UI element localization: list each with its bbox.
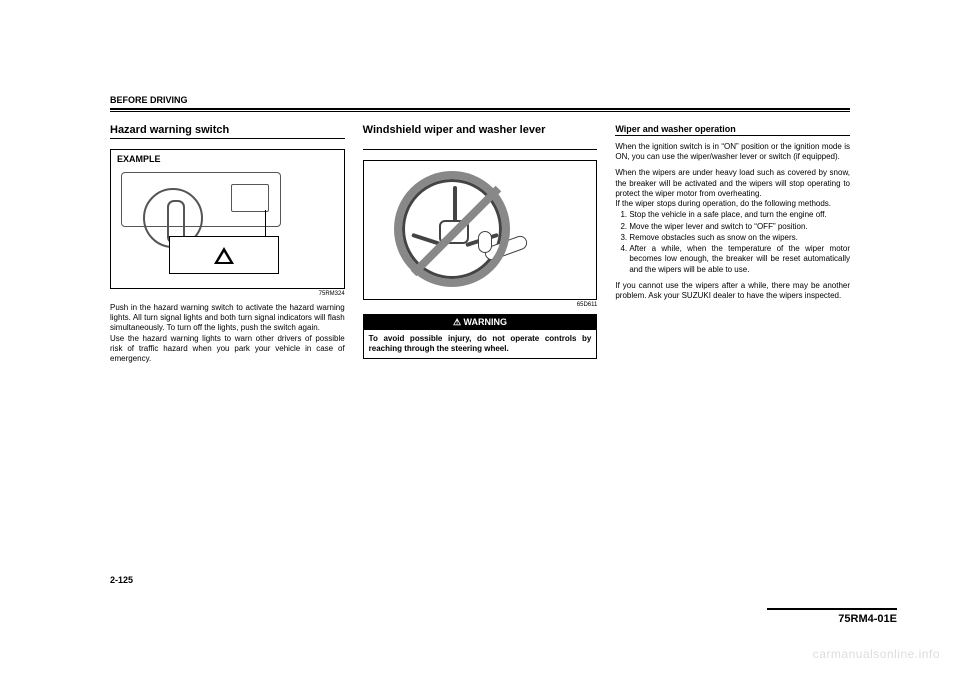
doc-code: 75RM4-01E [767,613,897,625]
hazard-title: Hazard warning switch [110,124,345,139]
wiper-title: Windshield wiper and washer lever [363,124,598,150]
column-1: Hazard warning switch EXAMPLE 75RM324 Pu… [110,124,345,370]
step-1: Stop the vehicle in a safe place, and tu… [629,210,850,220]
hazard-switch-callout [169,236,279,274]
warning-header: ⚠ WARNING [364,315,597,330]
wiper-figure [363,160,598,300]
column-2: Windshield wiper and washer lever 65D611… [363,124,598,370]
hazard-figure: EXAMPLE [110,149,345,289]
columns: Hazard warning switch EXAMPLE 75RM324 Pu… [110,124,850,370]
header-rule [110,108,850,112]
wiper-p3: If the wiper stops during operation, do … [615,199,850,209]
example-label: EXAMPLE [117,154,161,164]
wiper-p1: When the ignition switch is in “ON” posi… [615,142,850,162]
hazard-body-text: Push in the hazard warning switch to act… [110,303,345,364]
step-3: Remove obstacles such as snow on the wip… [629,233,850,243]
page-number: 2-125 [110,575,133,585]
prohibit-circle-icon [394,171,510,287]
infotainment-screen [231,184,269,212]
wiper-steps: Stop the vehicle in a safe place, and tu… [615,210,850,274]
callout-leader [265,210,266,238]
warning-box: ⚠ WARNING To avoid possible injury, do n… [363,314,598,359]
step-2: Move the wiper lever and switch to “OFF”… [629,222,850,232]
figure-code-1: 75RM324 [110,291,345,297]
hazard-triangle-icon [214,247,234,264]
step-4: After a while, when the temperature of t… [629,244,850,275]
column-3: Wiper and washer operation When the igni… [615,124,850,370]
section-header: BEFORE DRIVING [110,95,850,105]
wiper-p4: If you cannot use the wipers after a whi… [615,281,850,301]
warning-label: WARNING [464,317,508,327]
doc-code-rule [767,608,897,610]
wiper-p2: When the wipers are under heavy load suc… [615,168,850,199]
doc-code-block: 75RM4-01E [767,608,897,625]
watermark: carmanualsonline.info [813,647,940,661]
warning-triangle-icon: ⚠ [453,317,461,327]
wiper-op-subtitle: Wiper and washer operation [615,124,850,136]
page-content: BEFORE DRIVING Hazard warning switch EXA… [110,95,850,585]
figure-code-2: 65D611 [363,302,598,308]
warning-text: To avoid possible injury, do not operate… [364,330,597,358]
